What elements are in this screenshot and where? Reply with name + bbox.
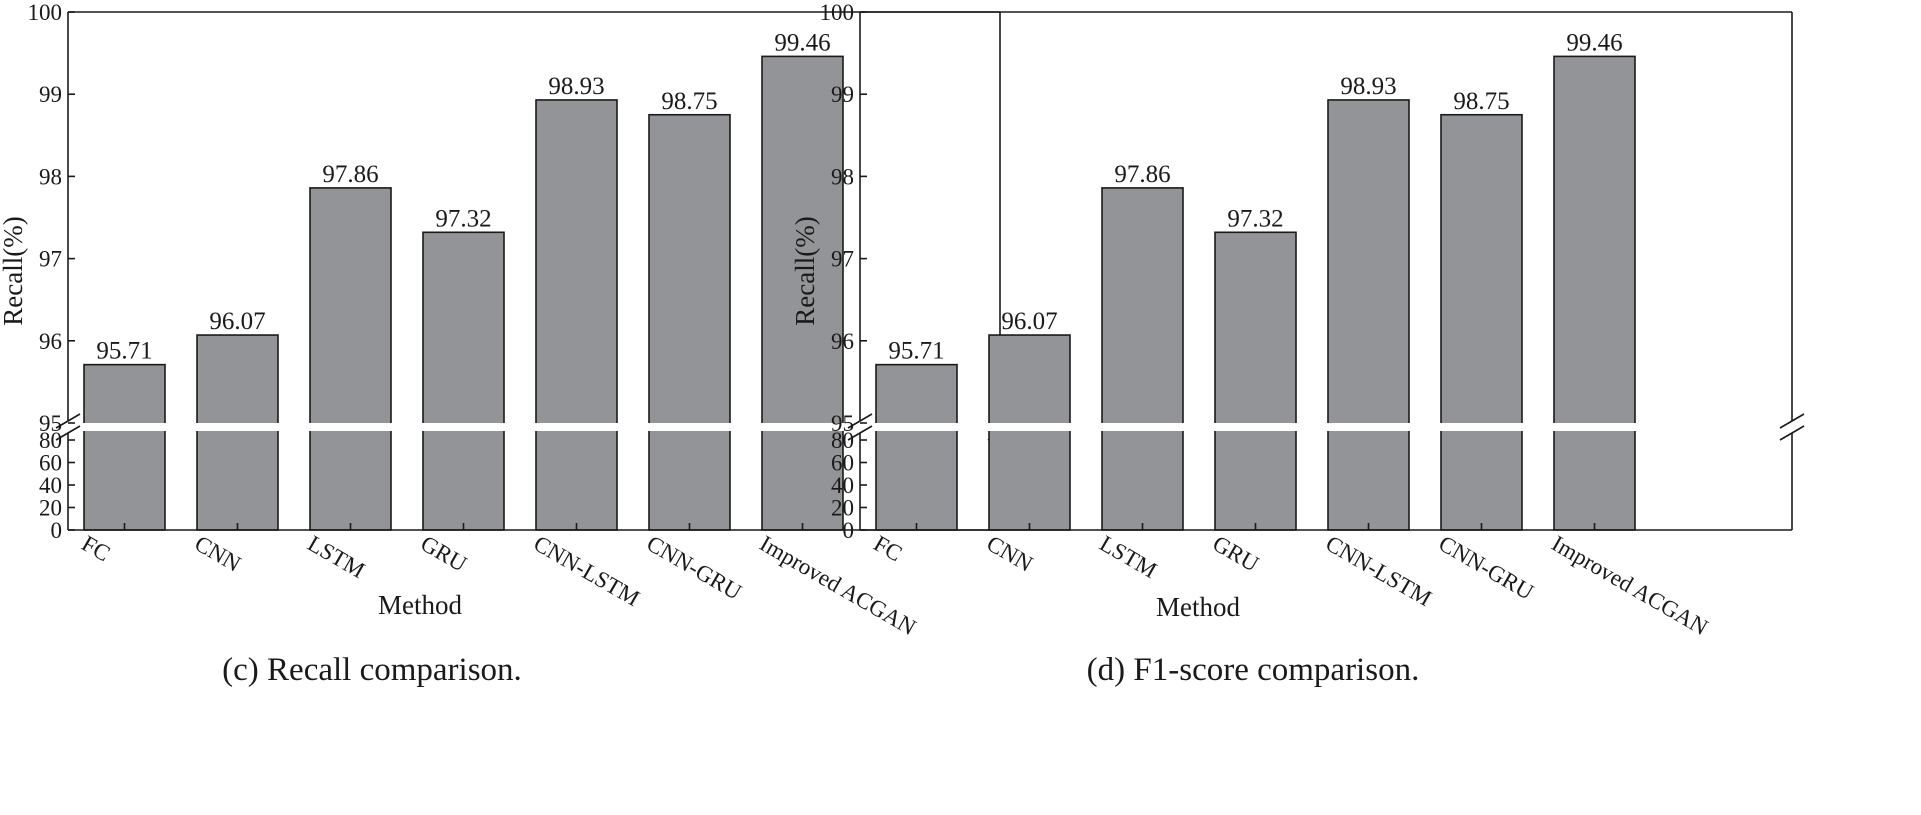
y-tick-label: 80	[39, 428, 62, 453]
y-tick-label: 96	[831, 329, 854, 354]
bar-value-label: 97.32	[435, 205, 491, 232]
y-tick-label: 99	[39, 82, 62, 107]
axis-break-mark	[55, 413, 81, 429]
x-tick-label: FC	[870, 531, 907, 567]
chart-panel-right: 95.71 96.07 97.86 97.32 98.93 98.75 99.46 95 96 9…	[790, 0, 1806, 688]
x-tick-label: CNN-LSTM	[1322, 531, 1436, 611]
bar-cnn-gru	[1440, 113, 1523, 531]
bar-value-label: 97.86	[322, 161, 378, 188]
y-tick-label: 100	[820, 0, 855, 25]
y-tick-label: 96	[39, 329, 62, 354]
chart-panel-left: 95.71 96.07 97.86 97.32 98.93 98.75 99.46 95 96 9…	[0, 0, 1014, 688]
x-axis-label: Method	[378, 590, 462, 620]
bar-cnn-lstm	[535, 99, 618, 531]
x-tick-label: LSTM	[304, 531, 370, 583]
bar-fc	[875, 363, 958, 531]
bar-lstm	[1101, 187, 1184, 531]
y-tick-label: 20	[39, 496, 62, 521]
axis-break-gap	[846, 423, 1806, 431]
x-tick-label: CNN	[983, 531, 1038, 577]
bar-improved-acgan	[761, 55, 844, 531]
bar-value-label: 97.32	[1227, 205, 1283, 232]
x-tick-label: GRU	[1209, 531, 1264, 577]
y-tick-label: 98	[831, 164, 854, 189]
bar-value-label: 95.71	[96, 338, 152, 365]
bar-value-label: 96.07	[1001, 308, 1057, 335]
bar-cnn	[988, 334, 1071, 531]
bar-value-label: 98.75	[661, 88, 717, 115]
y-tick-label: 20	[831, 496, 854, 521]
y-tick-label: 80	[831, 428, 854, 453]
bar-value-label: 95.71	[888, 338, 944, 365]
bar-value-label: 98.93	[1340, 73, 1396, 100]
bar-value-label: 98.75	[1453, 88, 1509, 115]
bar-cnn-lstm	[1327, 99, 1410, 531]
bar-gru	[1214, 231, 1297, 531]
axis-break-mark	[847, 413, 873, 429]
x-tick-label: Improved ACGAN	[1548, 531, 1713, 641]
x-tick-label: CNN	[191, 531, 246, 577]
y-tick-label: 100	[28, 0, 63, 25]
x-tick-label: FC	[78, 531, 115, 567]
x-tick-label: CNN-LSTM	[530, 531, 644, 611]
x-tick-label: GRU	[417, 531, 472, 577]
y-tick-label: 0	[51, 518, 63, 543]
bar-value-label: 96.07	[209, 308, 265, 335]
y-tick-label: 95	[39, 411, 62, 436]
bar-value-label: 99.46	[1566, 29, 1622, 56]
y-tick-label: 60	[831, 451, 854, 476]
x-axis-label: Method	[1156, 592, 1240, 622]
y-tick-label: 97	[39, 247, 62, 272]
axis-break-mark	[1779, 425, 1805, 441]
y-axis-label: Recall(%)	[0, 216, 28, 325]
axis-break-mark	[1779, 413, 1805, 429]
bar-value-label: 99.46	[774, 29, 830, 56]
x-tick-label: CNN-GRU	[643, 531, 747, 605]
bar-lstm	[309, 187, 392, 531]
y-tick-label: 40	[39, 473, 62, 498]
x-tick-label: LSTM	[1096, 531, 1162, 583]
axis-break-mark	[55, 425, 81, 441]
bar-fc	[83, 363, 166, 531]
bar-improved-acgan	[1553, 55, 1636, 531]
y-tick-label: 99	[831, 82, 854, 107]
y-tick-label: 98	[39, 164, 62, 189]
y-axis-label: Recall(%)	[790, 216, 820, 325]
axis-break-gap	[54, 423, 1014, 431]
x-tick-label: CNN-GRU	[1435, 531, 1539, 605]
bar-value-label: 98.93	[548, 73, 604, 100]
bar-cnn-gru	[648, 113, 731, 531]
y-tick-label: 0	[843, 518, 855, 543]
bar-cnn	[196, 334, 279, 531]
panel-caption: (d) F1-score comparison.	[1087, 652, 1420, 688]
y-tick-label: 60	[39, 451, 62, 476]
bar-gru	[422, 231, 505, 531]
y-tick-label: 97	[831, 247, 854, 272]
bar-value-label: 97.86	[1114, 161, 1170, 188]
axis-break-mark	[847, 425, 873, 441]
y-tick-label: 40	[831, 473, 854, 498]
y-tick-label: 95	[831, 411, 854, 436]
panel-caption: (c) Recall comparison.	[222, 652, 522, 688]
